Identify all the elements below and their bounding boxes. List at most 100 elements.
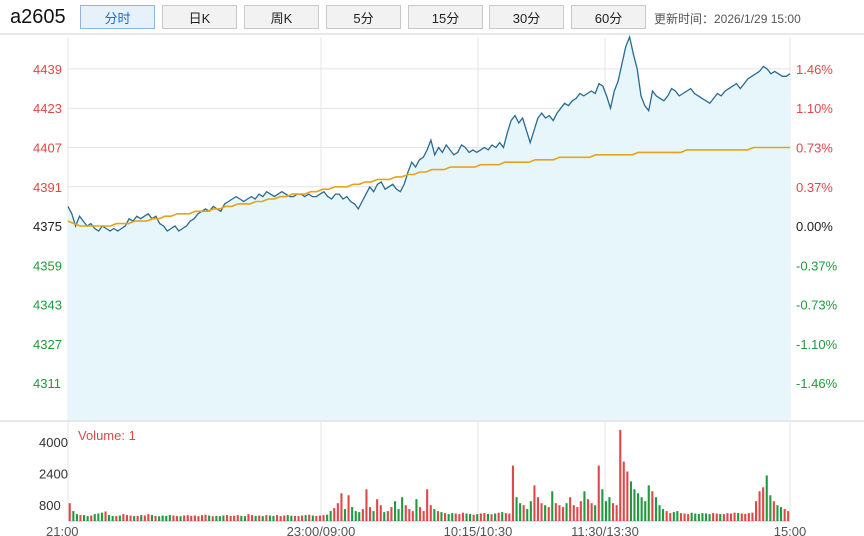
volume-bar (104, 511, 107, 521)
tab-5min[interactable]: 5分 (326, 5, 401, 29)
volume-bar (676, 511, 679, 521)
volume-bar (276, 515, 279, 521)
volume-bar (762, 487, 765, 521)
volume-bar (704, 513, 707, 521)
volume-bar (504, 513, 507, 521)
volume-bar (108, 515, 111, 521)
volume-bar (386, 511, 389, 521)
volume-bar (615, 505, 618, 521)
volume-bar (722, 514, 725, 521)
volume-bar (587, 499, 590, 521)
volume-bar (161, 515, 164, 521)
volume-bar (769, 495, 772, 521)
volume-bar (251, 515, 254, 521)
price-tick-label: 4343 (33, 298, 62, 313)
percent-tick-label: 0.00% (796, 219, 833, 234)
volume-bar (201, 515, 204, 521)
volume-bar (712, 513, 715, 521)
volume-bar (497, 512, 500, 521)
volume-bar (780, 507, 783, 521)
percent-tick-label: -1.10% (796, 337, 838, 352)
volume-bar (308, 514, 311, 521)
volume-bar (612, 503, 615, 521)
volume-bar (551, 491, 554, 521)
volume-bar (122, 514, 125, 521)
time-tick-label: 15:00 (774, 524, 807, 536)
axis-labels: 4439 1.46% 4423 1.10% 4407 0.73% 4391 0.37% 4375… (33, 62, 838, 536)
volume-bar (590, 503, 593, 521)
tab-30min[interactable]: 30分 (489, 5, 564, 29)
volume-bar (629, 481, 632, 521)
percent-tick-label: -1.46% (796, 376, 838, 391)
price-tick-label: 4391 (33, 180, 62, 195)
volume-bar (701, 513, 704, 521)
volume-bar (369, 507, 372, 521)
tab-daily-k[interactable]: 日K (162, 5, 237, 29)
volume-bar (150, 515, 153, 521)
volume-bar (83, 515, 86, 521)
volume-bar (397, 509, 400, 521)
tab-60min[interactable]: 60分 (571, 5, 646, 29)
volume-bar (243, 516, 246, 521)
volume-bar (240, 515, 243, 521)
volume-bar (772, 501, 775, 521)
volume-bar (226, 515, 229, 521)
volume-bar (100, 512, 103, 521)
volume-bar (469, 513, 472, 521)
volume-bar (279, 516, 282, 521)
volume-bar (72, 511, 75, 521)
volume-bar (140, 515, 143, 521)
volume-bar (576, 507, 579, 521)
tab-intraday[interactable]: 分时 (80, 5, 155, 29)
volume-bar (175, 516, 178, 521)
volume-bar (687, 514, 690, 521)
volume-bar (419, 507, 422, 521)
volume-tick-label: 4000 (39, 435, 68, 450)
volume-bar (454, 513, 457, 521)
volume-bar (597, 465, 600, 521)
tab-weekly-k[interactable]: 周K (244, 5, 319, 29)
volume-bar (265, 515, 268, 521)
volume-bar (501, 512, 504, 521)
volume-tick-label: 800 (39, 498, 61, 513)
price-tick-label: 4327 (33, 337, 62, 352)
symbol-title: a2605 (10, 6, 66, 28)
volume-bar (622, 461, 625, 521)
price-area (67, 34, 791, 420)
volume-bar (458, 514, 461, 521)
volume-bar (236, 515, 239, 521)
volume-bar (436, 511, 439, 521)
time-tick-label: 11:30/13:30 (571, 524, 639, 536)
volume-bar (679, 513, 682, 521)
volume-bar (229, 515, 232, 521)
volume-bar (86, 516, 89, 521)
volume-bar (533, 485, 536, 521)
percent-tick-label: -0.37% (796, 258, 838, 273)
volume-bar (211, 516, 214, 521)
volume-bar (536, 497, 539, 521)
volume-bar (447, 514, 450, 521)
volume-bar (129, 515, 132, 521)
volume-bar (465, 513, 468, 521)
tab-15min[interactable]: 15分 (408, 5, 483, 29)
volume-bar (283, 515, 286, 521)
volume-bar (433, 509, 436, 521)
percent-tick-label: 1.46% (796, 62, 833, 77)
volume-tick-label: 2400 (39, 466, 68, 481)
volume-bar (594, 505, 597, 521)
volume-bar (193, 515, 196, 521)
volume-bar (429, 505, 432, 521)
volume-bar (379, 505, 382, 521)
volume-bar (293, 515, 296, 521)
volume-bar (544, 505, 547, 521)
price-tick-label: 4423 (33, 101, 62, 116)
volume-bar (472, 514, 475, 521)
time-tick-label: 23:00/09:00 (287, 524, 356, 536)
volume-bar (665, 511, 668, 521)
volume-bar (633, 489, 636, 521)
volume-bar (158, 516, 161, 521)
volume-bar (683, 513, 686, 521)
volume-bar (737, 513, 740, 521)
volume-bar (154, 515, 157, 521)
